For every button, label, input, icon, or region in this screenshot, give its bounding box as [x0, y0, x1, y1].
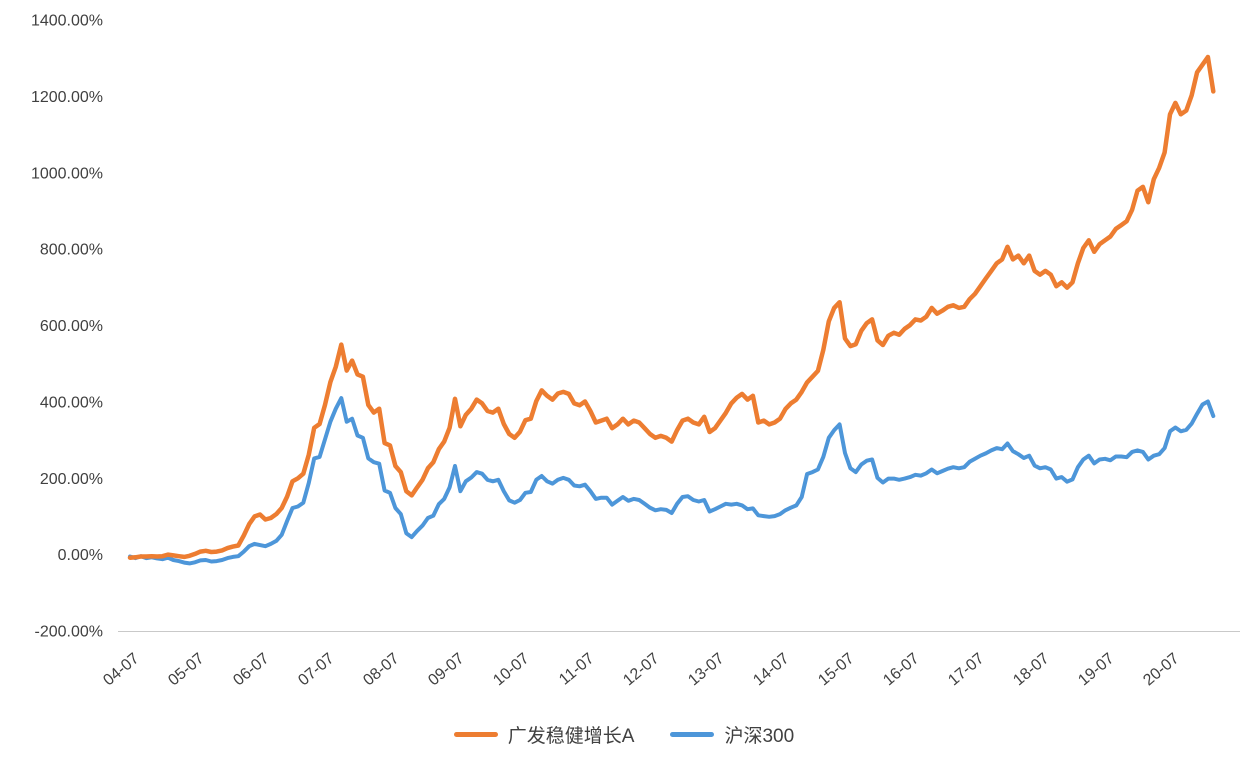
y-axis-tick-label: 800.00% [40, 242, 103, 259]
index-legend-label: 沪深300 [724, 726, 795, 747]
y-axis-tick-label: 1400.00% [31, 13, 103, 30]
x-axis-tick-label: 09-07 [425, 650, 467, 689]
x-axis-tick-label: 06-07 [230, 650, 272, 689]
x-axis-tick-label: 14-07 [750, 650, 792, 689]
y-axis-tick-label: 1200.00% [31, 89, 103, 106]
y-axis-tick-label: 200.00% [40, 471, 103, 488]
legend-item-fund: 广发稳健增长A [453, 721, 635, 748]
x-axis-tick-label: 12-07 [620, 650, 662, 689]
x-axis-tick-label: 17-07 [945, 650, 987, 689]
x-axis-tick-label: 13-07 [685, 650, 727, 689]
x-axis-tick-label: 04-07 [100, 650, 142, 689]
chart-legend: 广发稳健增长A 沪深300 [0, 721, 1248, 748]
x-axis-tick-label: 08-07 [360, 650, 402, 689]
cumulative-return-line-chart: 1400.00% 1200.00% 1000.00% 800.00% 600.00% 40… [31, 13, 1240, 689]
fund-legend-label: 广发稳健增长A [507, 726, 635, 747]
x-axis-tick-label: 11-07 [556, 650, 597, 689]
legend-item-index: 沪深300 [670, 721, 794, 748]
x-axis-tick-label: 10-07 [490, 650, 532, 689]
x-axis-tick-label: 18-07 [1010, 650, 1052, 689]
x-axis-tick-label: 07-07 [295, 650, 337, 689]
x-axis-tick-label: 05-07 [165, 650, 207, 689]
y-axis-tick-label: 1000.00% [31, 165, 103, 182]
y-axis-tick-label: 0.00% [58, 547, 103, 564]
fund-series-line [127, 54, 1216, 560]
index-series-line [128, 396, 1216, 566]
fund-line-swatch [453, 732, 498, 737]
index-line-swatch [670, 732, 715, 737]
x-axis-tick-label: 20-07 [1140, 650, 1182, 689]
x-axis-tick-label: 15-07 [815, 650, 857, 689]
y-axis-tick-label: 400.00% [40, 394, 103, 411]
x-axis-tick-label: 16-07 [880, 650, 922, 689]
y-axis-tick-label: -200.00% [35, 624, 104, 641]
y-axis-tick-label: 600.00% [40, 318, 103, 335]
x-axis-tick-label: 19-07 [1075, 650, 1117, 689]
